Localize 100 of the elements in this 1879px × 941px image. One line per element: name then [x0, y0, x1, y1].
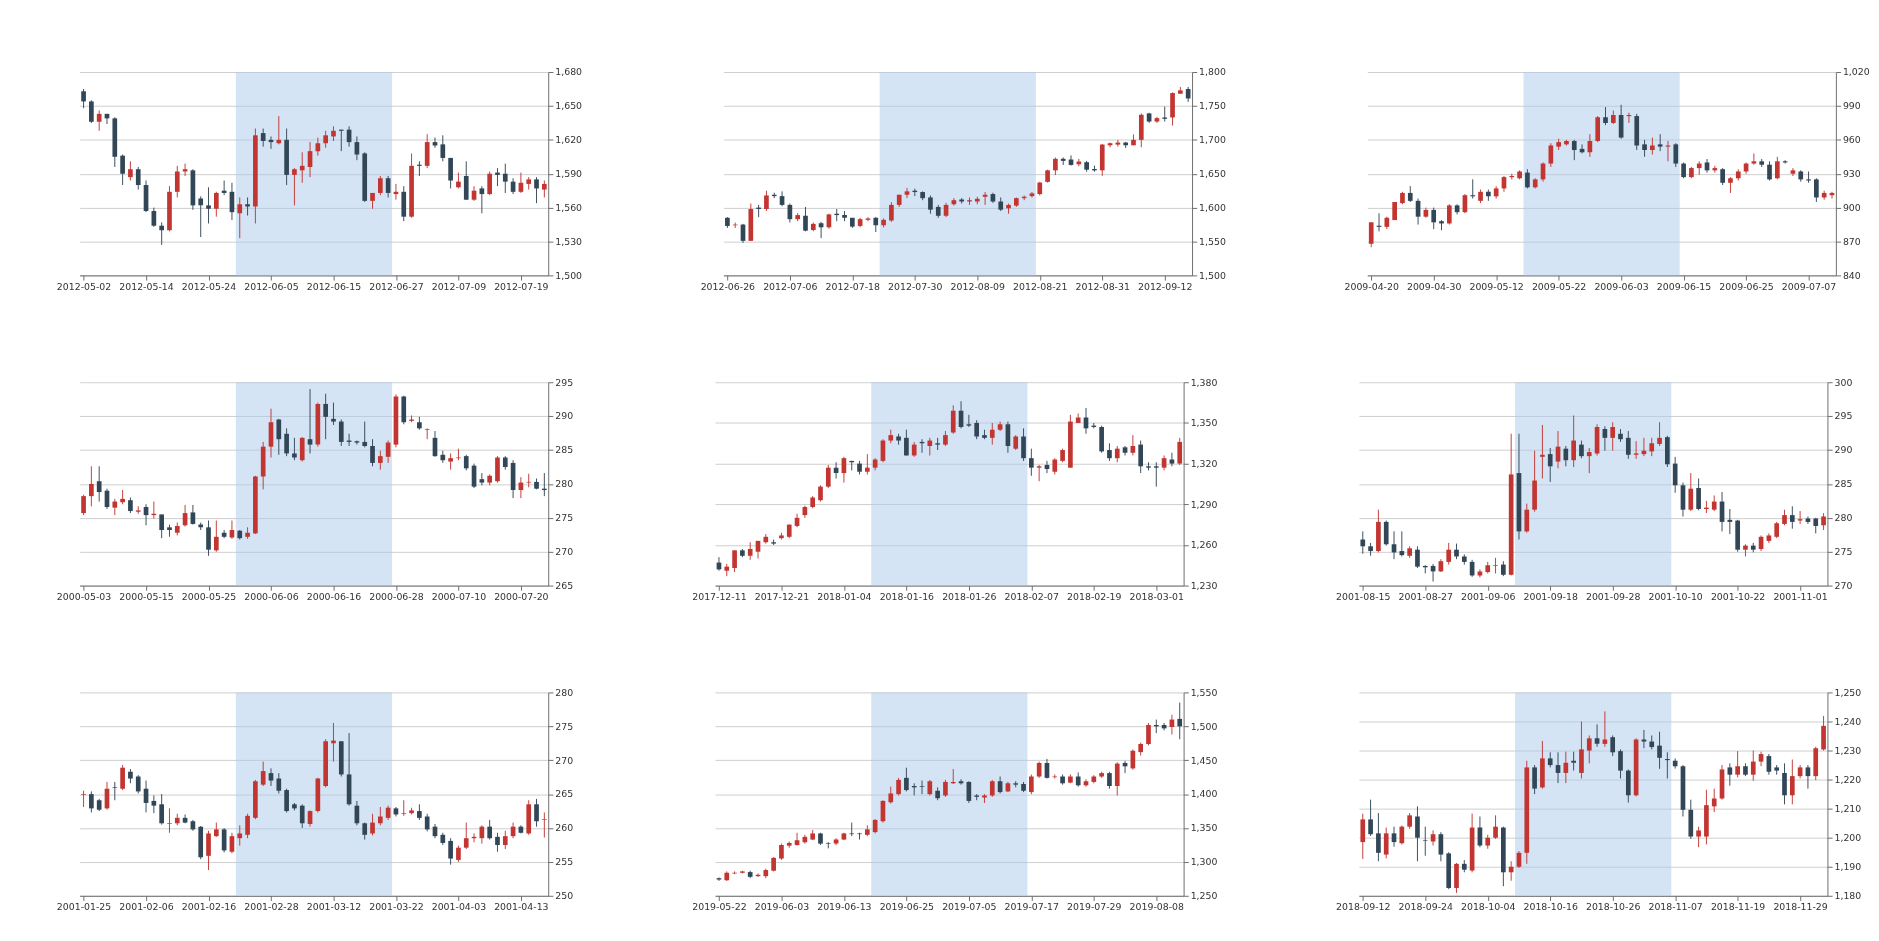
- candlestick: [276, 772, 282, 794]
- candlestick: [1586, 734, 1592, 764]
- y-tick-label: 270: [555, 754, 574, 766]
- x-tick-label: 2018-11-19: [1710, 901, 1766, 913]
- candlestick: [1399, 530, 1405, 557]
- candlestick: [1727, 508, 1733, 535]
- candlestick: [1696, 826, 1701, 848]
- candlestick: [213, 191, 219, 218]
- candlestick: [1579, 721, 1584, 779]
- y-tick-label: 1,230: [1834, 744, 1862, 756]
- candlestick: [487, 819, 493, 841]
- x-tick-label: 2000-07-20: [494, 591, 549, 603]
- x-tick-label: 2012-05-02: [56, 280, 112, 292]
- candlestick: [1657, 731, 1662, 770]
- x-tick-label: 2012-07-19: [494, 280, 549, 292]
- x-tick-label: 2012-06-27: [369, 280, 424, 292]
- candlestick: [81, 494, 86, 516]
- x-tick-label: 2012-06-05: [244, 280, 299, 292]
- candlestick: [803, 206, 808, 232]
- y-tick-label: 1,020: [1842, 66, 1870, 78]
- candlestick: [89, 465, 94, 507]
- candlestick: [135, 774, 141, 794]
- candlestick: [299, 151, 305, 184]
- candlestick: [276, 115, 282, 145]
- x-tick-label: 2001-02-28: [244, 901, 299, 913]
- x-tick-label: 2018-02-19: [1067, 591, 1122, 603]
- x-tick-label: 2018-01-04: [817, 591, 872, 603]
- x-tick-label: 2000-06-06: [244, 591, 299, 603]
- y-tick-label: 1,550: [1190, 686, 1218, 698]
- x-tick-label: 2018-11-07: [1648, 901, 1703, 913]
- candlestick: [1508, 860, 1514, 882]
- candlestick: [1563, 751, 1569, 784]
- candlestick: [974, 419, 980, 440]
- candlestick: [732, 549, 737, 573]
- x-tick-label: 2001-08-27: [1398, 591, 1453, 603]
- y-tick-label: 1,180: [1834, 890, 1862, 902]
- candlestick: [1540, 424, 1545, 479]
- candlestick: [1376, 812, 1381, 862]
- candlestick: [1790, 167, 1796, 177]
- x-tick-label: 2018-01-26: [942, 591, 997, 603]
- x-tick-label: 2018-10-16: [1523, 901, 1578, 913]
- y-tick-label: 1,240: [1834, 715, 1862, 727]
- candlestick: [463, 822, 469, 850]
- y-tick-label: 275: [1834, 546, 1853, 557]
- candlestick: [206, 186, 211, 224]
- y-tick-label: 960: [1842, 134, 1861, 146]
- candlestick: [370, 438, 375, 467]
- candlestick: [1672, 456, 1678, 494]
- y-tick-label: 1,550: [1199, 235, 1226, 247]
- candlestick: [502, 830, 508, 850]
- candlestick: [1618, 748, 1623, 779]
- candlestick: [1821, 715, 1826, 752]
- candlestick: [292, 437, 297, 461]
- candlestick: [764, 190, 769, 212]
- candlestick: [1114, 761, 1120, 796]
- candlestick: [96, 465, 102, 503]
- candlestick: [1029, 448, 1034, 477]
- y-tick-label: 1,190: [1834, 861, 1862, 873]
- y-tick-label: 1,380: [1190, 376, 1218, 388]
- candlestick: [487, 171, 493, 196]
- candlestick: [89, 99, 94, 124]
- candlestick: [354, 135, 360, 161]
- candlestick: [1603, 106, 1608, 126]
- candlestick: [159, 793, 164, 826]
- y-tick-label: 1,500: [1190, 720, 1218, 732]
- candlestick: [417, 160, 422, 177]
- x-tick-label: 2000-05-25: [181, 591, 237, 603]
- candlestick: [1774, 156, 1780, 180]
- y-tick-label: 280: [555, 686, 574, 698]
- y-tick-label: 840: [1842, 269, 1861, 281]
- x-tick-label: 2000-05-15: [119, 591, 174, 603]
- candlestick: [338, 419, 344, 447]
- y-tick-label: 270: [1834, 579, 1853, 591]
- y-tick-label: 870: [1842, 235, 1861, 247]
- candlestick: [534, 798, 539, 828]
- x-tick-label: 2009-06-15: [1656, 280, 1712, 292]
- candlestick: [1571, 751, 1576, 772]
- y-tick-label: 290: [555, 410, 574, 422]
- candlestick: [919, 780, 925, 795]
- candlestick: [448, 157, 453, 189]
- x-tick-label: 2001-11-01: [1773, 591, 1828, 603]
- candlestick: [1525, 168, 1530, 189]
- candlestick: [1571, 139, 1577, 161]
- y-tick-label: 1,530: [555, 235, 583, 247]
- candlestick: [526, 473, 532, 488]
- candlestick: [237, 196, 243, 239]
- x-tick-label: 2019-06-25: [879, 901, 935, 913]
- candlestick: [135, 166, 141, 191]
- candlestick: [1789, 759, 1795, 805]
- y-tick-label: 285: [555, 444, 574, 456]
- candlestick: [904, 187, 910, 199]
- x-tick-label: 2019-06-03: [754, 901, 810, 913]
- y-tick-label: 1,200: [1834, 831, 1862, 843]
- y-tick-label: 260: [555, 822, 574, 834]
- candlestick: [1814, 177, 1819, 203]
- candlestick: [424, 133, 430, 169]
- x-tick-label: 2018-03-01: [1129, 591, 1184, 603]
- candlestick: [1029, 774, 1034, 795]
- candlestick: [424, 427, 430, 440]
- y-tick-label: 1,210: [1834, 802, 1862, 814]
